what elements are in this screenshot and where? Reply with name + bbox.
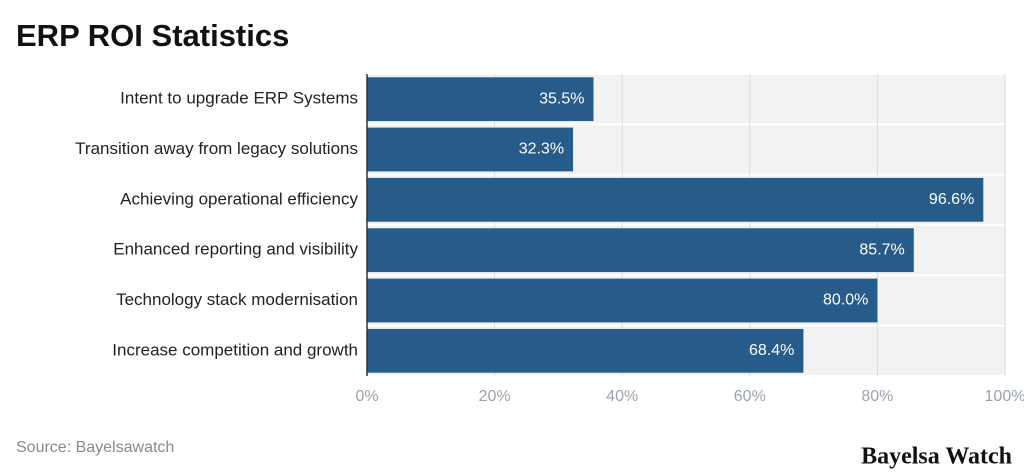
value-label: 32.3%	[519, 141, 564, 158]
value-label: 96.6%	[929, 191, 974, 208]
bar	[367, 328, 804, 373]
y-tick-label: Intent to upgrade ERP Systems	[120, 89, 358, 108]
bar	[367, 278, 878, 323]
y-tick-label: Increase competition and growth	[112, 340, 358, 359]
x-tick-label: 100%	[985, 388, 1024, 405]
value-label: 35.5%	[539, 90, 584, 107]
y-tick-label: Enhanced reporting and visibility	[113, 240, 358, 259]
bar	[367, 177, 984, 222]
x-tick-label: 80%	[861, 388, 893, 405]
bar	[367, 228, 914, 273]
x-tick-label: 60%	[734, 388, 766, 405]
value-label: 85.7%	[859, 241, 904, 258]
x-tick-label: 0%	[355, 388, 378, 405]
y-tick-label: Technology stack modernisation	[116, 290, 358, 309]
value-label: 68.4%	[749, 342, 794, 359]
bar	[367, 127, 574, 172]
brand: Bayelsa Watch	[861, 444, 1012, 470]
source: Source: Bayelsawatch	[16, 439, 174, 456]
value-label: 80.0%	[823, 292, 868, 309]
y-tick-label: Transition away from legacy solutions	[75, 139, 358, 158]
x-tick-label: 20%	[479, 388, 511, 405]
y-tick-label: Achieving operational efficiency	[120, 189, 358, 208]
x-tick-label: 40%	[606, 388, 638, 405]
bar	[367, 77, 594, 122]
chart-title: ERP ROI Statistics	[16, 18, 289, 53]
